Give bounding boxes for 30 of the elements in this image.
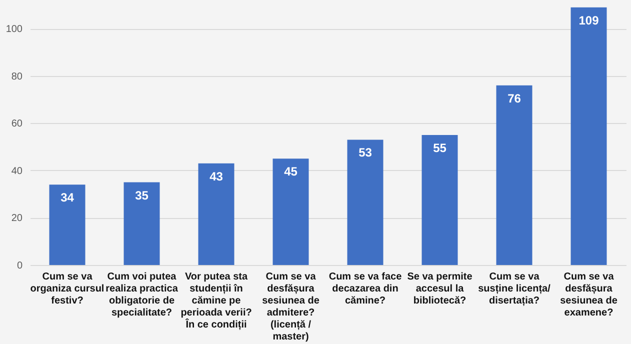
data-label: 43 (210, 169, 224, 184)
x-tick-label: Cum se va desfășura sesiunea de examene? (560, 272, 618, 318)
bar (422, 135, 458, 265)
bar (496, 85, 532, 265)
y-tick-label: 60 (11, 118, 23, 130)
bar (272, 158, 309, 265)
bar (124, 182, 160, 265)
bar (49, 184, 86, 265)
x-tick-label: Se va permite accesul la bibliotecă? (407, 272, 473, 306)
data-label: 45 (284, 164, 298, 179)
y-tick-label: 0 (16, 260, 23, 272)
data-label: 76 (508, 91, 522, 106)
bar (570, 7, 607, 265)
data-label: 55 (433, 141, 447, 155)
y-tick-label: 40 (11, 166, 23, 177)
y-tick-label: 100 (6, 24, 23, 36)
x-tick-label: Cum se va face decazarea din cămine? (328, 272, 402, 306)
bar (347, 140, 384, 265)
data-label: 34 (60, 190, 74, 205)
data-label: 109 (578, 13, 600, 28)
x-tick-label: Cum se va desfășura sesiunea de admitere? (licență / master) (262, 272, 320, 342)
bar (198, 163, 234, 265)
y-tick-label: 20 (11, 213, 23, 224)
data-label: 35 (135, 188, 149, 202)
x-tick-label: Vor putea sta studenții în cămine pe perioada verii? În ce condiții (180, 272, 252, 330)
x-tick-label: Cum se va susține licența/ disertația? (478, 272, 551, 306)
y-tick-label: 80 (11, 71, 23, 82)
x-tick-label: Cum se va organiza cursul festiv? (30, 272, 104, 306)
x-tick-label: Cum voi putea realiza practica obligatorie de specialitate? (106, 272, 178, 318)
data-label: 53 (358, 146, 372, 160)
